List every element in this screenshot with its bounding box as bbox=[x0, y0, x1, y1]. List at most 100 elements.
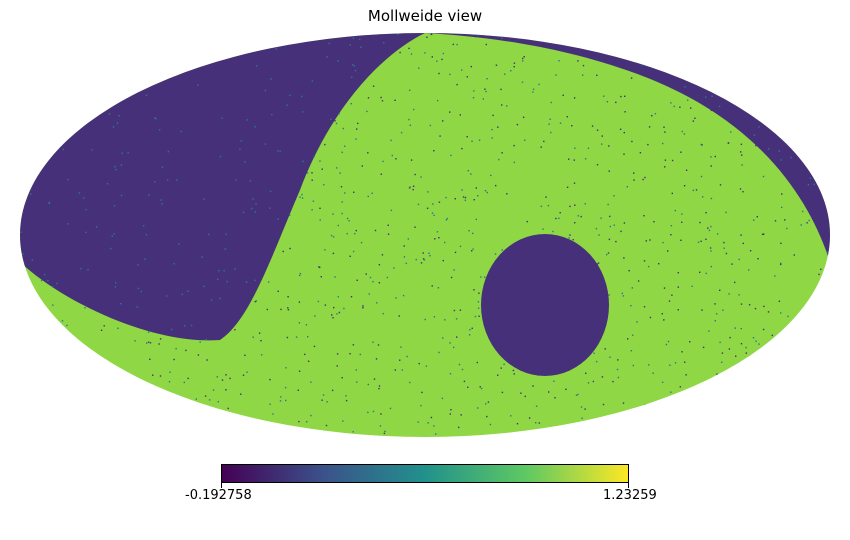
noise-pixel bbox=[745, 346, 747, 349]
noise-pixel bbox=[318, 266, 320, 268]
noise-pixel bbox=[501, 249, 503, 251]
noise-pixel bbox=[622, 402, 625, 404]
noise-pixel bbox=[353, 191, 355, 193]
noise-pixel bbox=[61, 320, 64, 322]
noise-pixel bbox=[469, 329, 471, 331]
noise-pixel bbox=[34, 117, 36, 119]
noise-pixel bbox=[806, 222, 808, 224]
noise-pixel bbox=[815, 168, 817, 170]
noise-pixel bbox=[683, 71, 686, 73]
noise-pixel bbox=[828, 285, 830, 287]
noise-pixel bbox=[730, 77, 733, 80]
noise-pixel bbox=[609, 225, 611, 228]
noise-pixel bbox=[32, 340, 34, 343]
noise-pixel bbox=[145, 54, 147, 56]
noise-pixel bbox=[335, 122, 338, 125]
noise-pixel bbox=[763, 233, 765, 235]
noise-pixel bbox=[136, 60, 138, 63]
noise-pixel bbox=[352, 250, 355, 253]
noise-pixel bbox=[289, 247, 291, 250]
noise-pixel bbox=[360, 241, 363, 244]
noise-pixel bbox=[758, 126, 760, 128]
noise-pixel bbox=[700, 175, 703, 178]
noise-pixel bbox=[225, 389, 227, 391]
noise-pixel bbox=[109, 363, 111, 366]
noise-pixel bbox=[639, 152, 642, 154]
noise-pixel bbox=[299, 274, 301, 277]
noise-pixel bbox=[373, 378, 376, 380]
noise-pixel bbox=[444, 319, 446, 321]
noise-pixel bbox=[681, 130, 683, 133]
noise-pixel bbox=[62, 148, 65, 151]
noise-pixel bbox=[707, 227, 709, 229]
noise-pixel bbox=[487, 401, 490, 403]
noise-pixel bbox=[311, 179, 313, 181]
noise-pixel bbox=[279, 150, 281, 152]
noise-pixel bbox=[56, 343, 58, 345]
noise-pixel bbox=[147, 331, 150, 333]
noise-pixel bbox=[410, 53, 413, 55]
noise-pixel bbox=[355, 138, 357, 140]
noise-pixel bbox=[671, 78, 673, 81]
noise-pixel bbox=[709, 247, 712, 249]
noise-pixel bbox=[194, 99, 196, 101]
noise-pixel bbox=[817, 213, 820, 216]
noise-pixel bbox=[80, 179, 83, 182]
noise-pixel bbox=[808, 219, 810, 222]
noise-pixel bbox=[227, 75, 229, 77]
noise-pixel bbox=[442, 120, 444, 122]
noise-pixel bbox=[543, 140, 545, 143]
noise-pixel bbox=[736, 374, 738, 376]
noise-pixel bbox=[644, 176, 646, 179]
noise-pixel bbox=[771, 334, 773, 337]
noise-pixel bbox=[827, 114, 829, 116]
noise-pixel bbox=[41, 218, 43, 221]
noise-pixel bbox=[757, 42, 760, 44]
noise-pixel bbox=[41, 153, 43, 156]
noise-pixel bbox=[67, 143, 69, 145]
noise-pixel bbox=[473, 90, 475, 92]
noise-pixel bbox=[277, 150, 279, 152]
noise-pixel bbox=[649, 239, 651, 241]
noise-pixel bbox=[701, 144, 703, 146]
noise-pixel bbox=[224, 248, 226, 250]
colorbar-min-tick bbox=[221, 483, 222, 488]
noise-pixel bbox=[148, 194, 150, 196]
noise-pixel bbox=[362, 307, 364, 309]
noise-pixel bbox=[60, 409, 62, 411]
noise-pixel bbox=[118, 115, 120, 117]
noise-pixel bbox=[584, 408, 586, 410]
noise-pixel bbox=[90, 76, 92, 78]
noise-pixel bbox=[52, 396, 54, 399]
noise-pixel bbox=[690, 41, 692, 44]
noise-pixel bbox=[220, 284, 222, 286]
noise-pixel bbox=[777, 131, 780, 133]
noise-pixel bbox=[151, 385, 153, 388]
noise-pixel bbox=[284, 386, 287, 389]
noise-pixel bbox=[761, 400, 763, 402]
noise-pixel bbox=[444, 241, 446, 244]
noise-pixel bbox=[615, 101, 617, 104]
noise-pixel bbox=[767, 148, 770, 150]
noise-pixel bbox=[669, 396, 671, 398]
noise-pixel bbox=[752, 337, 755, 339]
noise-pixel bbox=[31, 49, 33, 51]
noise-pixel bbox=[35, 84, 37, 87]
noise-pixel bbox=[374, 229, 377, 232]
noise-pixel bbox=[513, 62, 516, 64]
noise-pixel bbox=[251, 207, 253, 210]
noise-pixel bbox=[756, 55, 758, 57]
noise-pixel bbox=[592, 429, 594, 431]
noise-pixel bbox=[524, 395, 526, 398]
noise-pixel bbox=[48, 202, 50, 204]
noise-pixel bbox=[793, 342, 795, 344]
noise-pixel bbox=[680, 53, 682, 55]
noise-pixel bbox=[414, 226, 416, 228]
noise-pixel bbox=[480, 276, 482, 278]
noise-pixel bbox=[21, 192, 23, 194]
noise-pixel bbox=[119, 303, 122, 305]
noise-pixel bbox=[191, 40, 194, 42]
noise-pixel bbox=[710, 250, 712, 252]
noise-pixel bbox=[236, 70, 238, 72]
noise-pixel bbox=[707, 47, 709, 50]
